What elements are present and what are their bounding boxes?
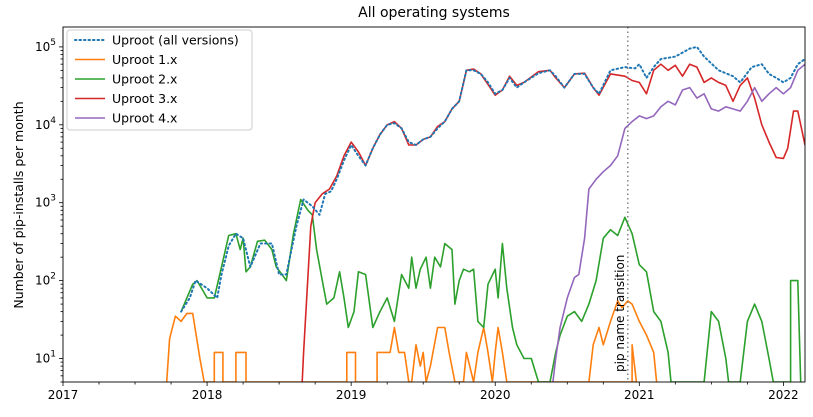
y-tick-label: 101	[35, 350, 56, 366]
x-tick-label: 2020	[480, 388, 511, 402]
annotation-layer: pip name transition	[613, 27, 629, 382]
legend-label-0: Uproot (all versions)	[112, 33, 239, 48]
series-line-1	[165, 300, 658, 382]
legend-box	[66, 29, 253, 131]
x-tick-label: 2021	[624, 388, 655, 402]
y-tick-label: 103	[35, 194, 56, 210]
y-axis: 101 102 103 104 105	[35, 38, 63, 383]
x-tick-label: 2018	[192, 388, 223, 402]
y-tick-label: 102	[35, 272, 56, 288]
series-layer	[165, 45, 805, 382]
chart-title: All operating systems	[358, 5, 510, 21]
x-tick-label: 2022	[768, 388, 799, 402]
legend-label-3: Uproot 3.x	[112, 91, 177, 106]
y-axis-label: Number of pip-installs per month	[11, 101, 26, 308]
x-tick-label: 2019	[336, 388, 367, 402]
y-tick-label: 104	[35, 116, 56, 132]
x-axis: 2017 2018 2019 2020 2021 2022	[48, 382, 799, 402]
annotation-label: pip name transition	[613, 255, 627, 372]
x-tick-label: 2017	[48, 388, 79, 402]
legend-label-2: Uproot 2.x	[112, 72, 177, 87]
legend: Uproot (all versions) Uproot 1.x Uproot 2.…	[66, 29, 253, 131]
series-line-0	[180, 45, 805, 313]
legend-label-4: Uproot 4.x	[112, 111, 177, 126]
series-line-4	[552, 63, 805, 382]
legend-label-1: Uproot 1.x	[112, 52, 177, 67]
y-tick-label: 105	[35, 38, 56, 54]
plot-frame	[62, 26, 806, 383]
series-line-2	[180, 198, 802, 382]
